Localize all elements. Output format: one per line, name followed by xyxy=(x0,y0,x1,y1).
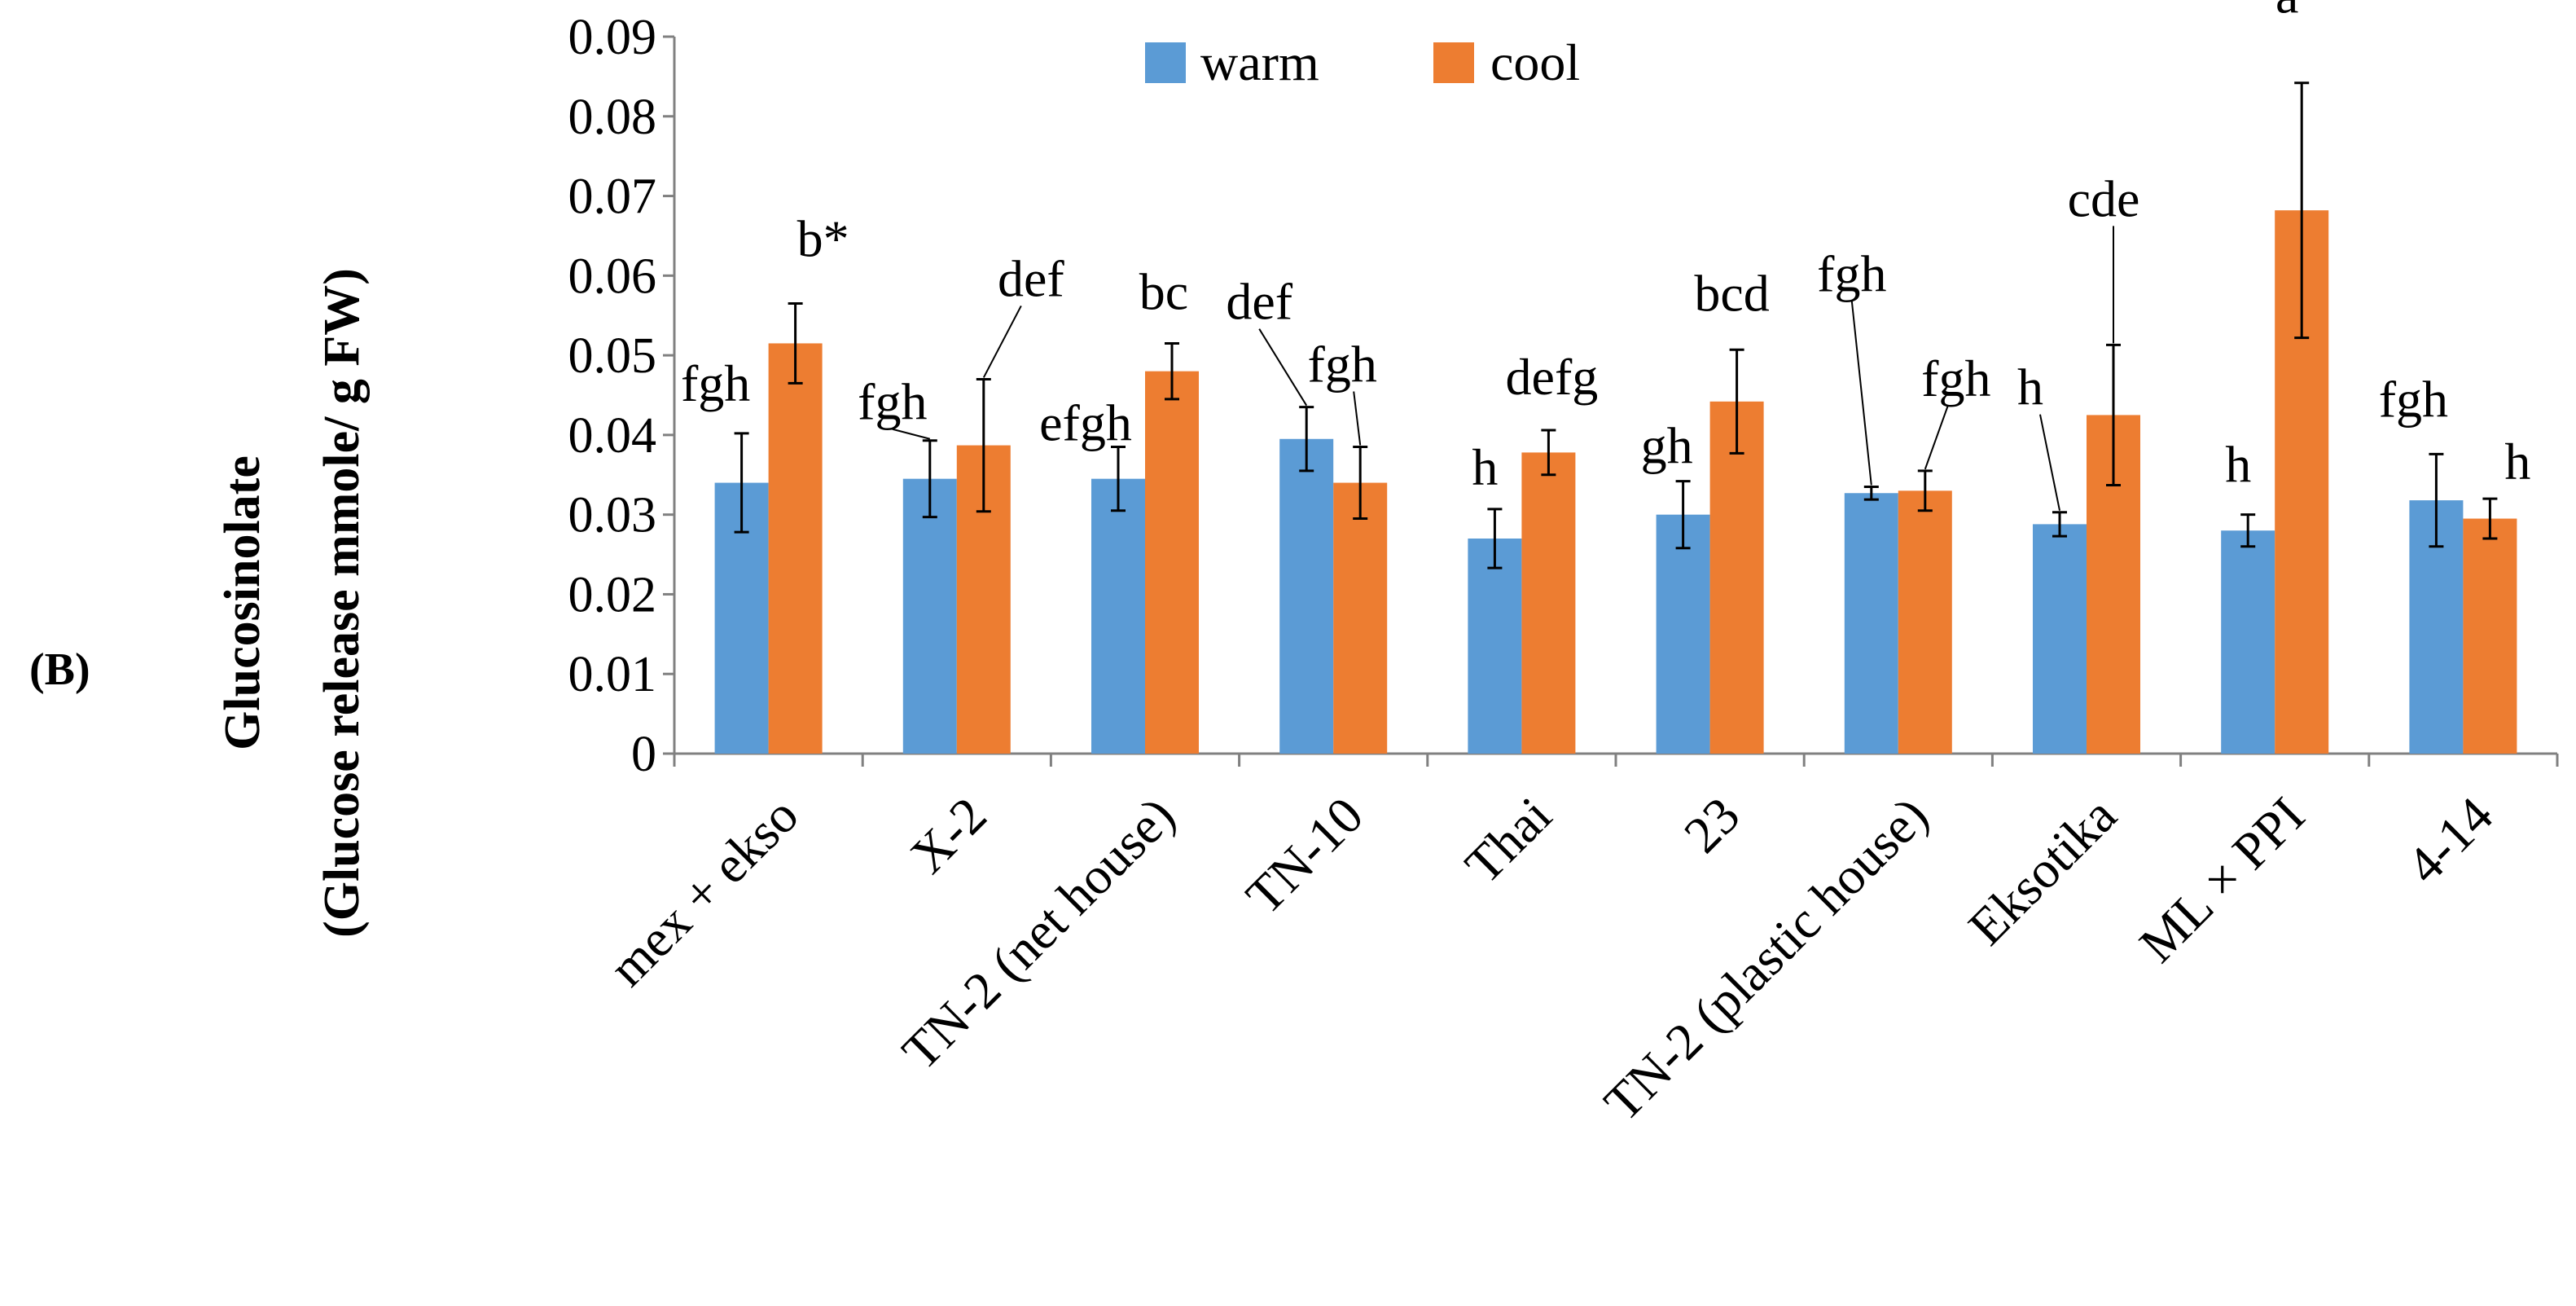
significance-letter: gh xyxy=(1641,417,1693,475)
significance-letter: h xyxy=(2225,436,2251,494)
bar-warm xyxy=(902,478,957,754)
significance-letter: fgh xyxy=(1817,244,1886,302)
letter-leader-line xyxy=(1258,328,1308,407)
x-tick-label: 4-14 xyxy=(2395,786,2504,895)
letter-leader-line xyxy=(1850,301,1872,486)
bar-cool xyxy=(1145,371,1199,754)
significance-letter: def xyxy=(1226,273,1292,331)
bars xyxy=(714,210,2517,754)
y-axis-title-line2: (Glucose release mmole/ g FW) xyxy=(314,268,370,938)
significance-letter: bcd xyxy=(1694,264,1769,322)
x-tick-label: TN-2 (plastic house) xyxy=(1593,786,1939,1132)
y-axis-title: Glucosinolate (Glucose release mmole/ g … xyxy=(215,268,370,938)
bar-warm xyxy=(1279,438,1334,754)
legend-label-warm: warm xyxy=(1200,33,1319,91)
panel-label: (B) xyxy=(29,644,90,695)
x-axis xyxy=(673,752,2559,767)
letter-leader-line xyxy=(1353,391,1362,446)
y-tick-label: 0.01 xyxy=(568,647,657,702)
y-tick-label: 0.08 xyxy=(568,90,657,145)
y-axis-title-line1: Glucosinolate xyxy=(215,455,270,750)
bar-warm xyxy=(1656,514,1710,754)
y-tick-label: 0.09 xyxy=(568,10,657,65)
legend-swatch-warm xyxy=(1145,42,1186,83)
y-tick-label: 0 xyxy=(631,727,656,782)
significance-letter: b* xyxy=(797,210,849,268)
error-bars xyxy=(734,81,2498,569)
x-tick-label: mex + ekso xyxy=(598,786,809,997)
y-tick-label: 0.05 xyxy=(568,328,657,384)
bar-cool xyxy=(1333,482,1388,754)
legend-swatch-cool xyxy=(1433,42,1474,83)
significance-letter: fgh xyxy=(2379,370,2448,428)
y-tick-label: 0.04 xyxy=(568,408,657,464)
bar-warm xyxy=(1091,478,1145,754)
significance-letter: h xyxy=(1472,438,1498,496)
bar-cool xyxy=(1709,401,1764,754)
significance-letter: efgh xyxy=(1039,394,1132,452)
bar-cool xyxy=(768,343,823,754)
letter-leader-line xyxy=(982,305,1022,378)
letter-leader-line xyxy=(892,428,931,440)
x-tick-label: Thai xyxy=(1454,786,1562,895)
letter-leader-line xyxy=(1924,405,1949,470)
x-tick-label: Eksotika xyxy=(1957,786,2127,956)
significance-letter: a xyxy=(2275,0,2298,24)
x-tick-labels: mex + ekso X-2TN-2 (net house) TN-10 Thai 23… xyxy=(598,786,2504,1132)
significance-letter: fgh xyxy=(681,354,750,412)
y-tick-label: 0.03 xyxy=(568,488,657,543)
bar-cool xyxy=(1898,490,1952,754)
significance-letter: bc xyxy=(1139,262,1188,320)
legend: warm cool xyxy=(1145,33,1580,91)
legend-label-cool: cool xyxy=(1490,33,1580,91)
significance-letter: cde xyxy=(2068,169,2140,227)
y-axis: 0 0.01 0.02 0.03 0.04 0.05 0.06 0.07 0.08 0.09 xyxy=(568,10,676,782)
y-tick-label: 0.07 xyxy=(568,169,657,225)
significance-letter: h xyxy=(2017,358,2043,416)
bar-cool xyxy=(1521,452,1576,754)
significance-letter: def xyxy=(998,249,1064,307)
significance-letter: defg xyxy=(1506,348,1599,406)
bar-warm xyxy=(2033,524,2087,754)
y-tick-label: 0.06 xyxy=(568,248,657,304)
significance-letter: fgh xyxy=(1308,336,1377,394)
x-tick-label: X-2 xyxy=(899,786,998,885)
significance-letter: fgh xyxy=(858,373,927,431)
bar-cool xyxy=(2463,518,2517,754)
bar-warm xyxy=(1844,493,1898,754)
x-tick-label: ML × PPI xyxy=(2128,786,2315,974)
x-tick-label: TN-10 xyxy=(1235,786,1374,926)
x-tick-label: 23 xyxy=(1673,786,1750,864)
y-tick-label: 0.02 xyxy=(568,567,657,622)
letter-leader-line xyxy=(2039,414,2060,511)
significance-letter: h xyxy=(2504,433,2530,490)
significance-letter: fgh xyxy=(1921,350,1990,407)
bar-warm xyxy=(2221,530,2275,754)
bar-warm xyxy=(1468,539,1522,754)
